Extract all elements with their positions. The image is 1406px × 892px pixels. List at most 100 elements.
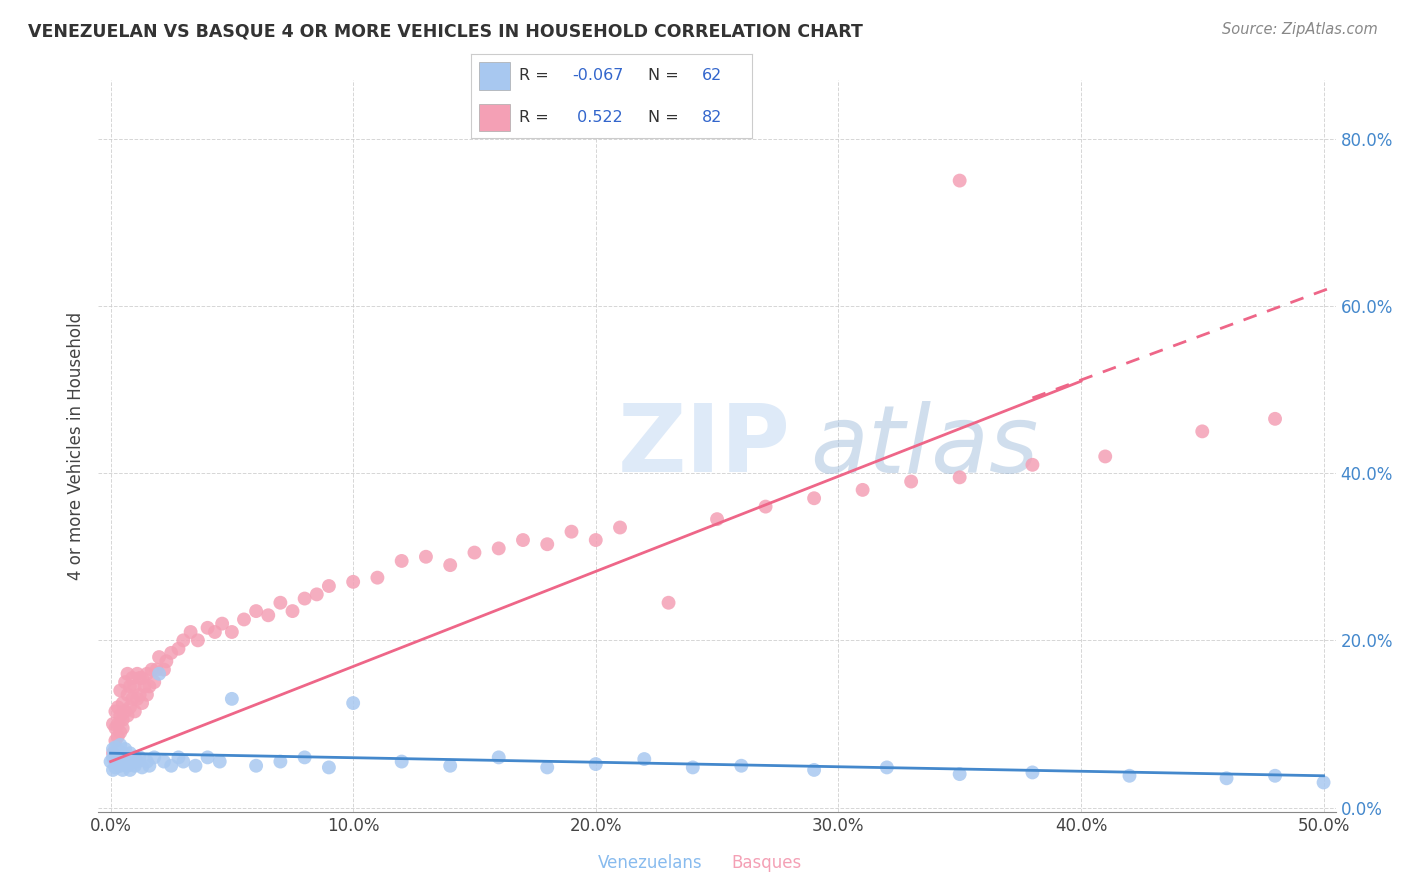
Text: VENEZUELAN VS BASQUE 4 OR MORE VEHICLES IN HOUSEHOLD CORRELATION CHART: VENEZUELAN VS BASQUE 4 OR MORE VEHICLES …: [28, 22, 863, 40]
Point: [114, 675, 136, 690]
Point: [153, 755, 176, 769]
Point: [107, 752, 129, 766]
Point: [117, 758, 139, 772]
Point: [136, 666, 159, 681]
Point: [1191, 425, 1213, 439]
Point: [180, 625, 202, 640]
Point: [876, 760, 898, 774]
Text: Venezuelans: Venezuelans: [599, 855, 703, 872]
Point: [145, 663, 167, 677]
Point: [148, 666, 170, 681]
Point: [127, 755, 149, 769]
Point: [852, 483, 875, 497]
Point: [197, 750, 219, 764]
Point: [107, 700, 129, 714]
Point: [110, 708, 132, 723]
Point: [187, 633, 209, 648]
Point: [172, 755, 194, 769]
Point: [560, 524, 582, 539]
Point: [1021, 458, 1043, 472]
Point: [101, 763, 124, 777]
Text: -0.067: -0.067: [572, 69, 624, 84]
Point: [107, 730, 129, 744]
Point: [143, 675, 166, 690]
Point: [128, 671, 150, 685]
Point: [1264, 769, 1286, 783]
Point: [107, 717, 129, 731]
Point: [111, 696, 134, 710]
Point: [208, 755, 231, 769]
Point: [294, 591, 316, 606]
Point: [755, 500, 778, 514]
Point: [1264, 412, 1286, 426]
Point: [233, 612, 256, 626]
Point: [197, 621, 219, 635]
Text: 0.522: 0.522: [572, 110, 623, 125]
Point: [111, 713, 134, 727]
Point: [305, 587, 328, 601]
Point: [118, 763, 141, 777]
Point: [803, 763, 825, 777]
Point: [160, 758, 183, 772]
Point: [111, 755, 134, 769]
Point: [128, 688, 150, 702]
Point: [110, 758, 132, 772]
Point: [111, 746, 134, 760]
Point: [101, 746, 124, 760]
Point: [657, 596, 679, 610]
Point: [124, 679, 146, 693]
Point: [439, 758, 461, 772]
Text: R =: R =: [519, 110, 554, 125]
Point: [114, 705, 136, 719]
Point: [107, 744, 129, 758]
Point: [100, 755, 122, 769]
Text: 62: 62: [702, 69, 721, 84]
Point: [536, 760, 558, 774]
Point: [121, 752, 143, 766]
Point: [136, 688, 159, 702]
Point: [143, 750, 166, 764]
Point: [118, 746, 141, 760]
Point: [342, 574, 364, 589]
Point: [107, 757, 129, 772]
Point: [155, 654, 177, 668]
Point: [117, 666, 139, 681]
Point: [167, 750, 190, 764]
Point: [706, 512, 728, 526]
Point: [463, 545, 485, 559]
Text: N =: N =: [648, 69, 685, 84]
Text: ZIP: ZIP: [619, 400, 792, 492]
Point: [184, 758, 207, 772]
Point: [127, 691, 149, 706]
Point: [153, 663, 176, 677]
Point: [124, 705, 146, 719]
Point: [269, 755, 291, 769]
Text: N =: N =: [648, 110, 685, 125]
Bar: [479, 62, 510, 90]
Point: [257, 608, 280, 623]
Point: [366, 571, 388, 585]
Point: [391, 554, 413, 568]
Point: [114, 742, 136, 756]
Point: [536, 537, 558, 551]
Point: [104, 760, 127, 774]
Point: [585, 533, 607, 547]
Point: [415, 549, 437, 564]
Point: [294, 750, 316, 764]
Point: [124, 758, 146, 772]
Point: [148, 650, 170, 665]
Point: [131, 696, 153, 710]
Point: [211, 616, 233, 631]
Point: [245, 758, 267, 772]
Point: [488, 541, 510, 556]
Bar: [479, 103, 510, 131]
Point: [204, 625, 226, 640]
Point: [138, 758, 160, 772]
Point: [104, 705, 127, 719]
Text: R =: R =: [519, 69, 554, 84]
Point: [104, 733, 127, 747]
Point: [111, 763, 134, 777]
Point: [160, 646, 183, 660]
Point: [121, 671, 143, 685]
Point: [118, 700, 141, 714]
